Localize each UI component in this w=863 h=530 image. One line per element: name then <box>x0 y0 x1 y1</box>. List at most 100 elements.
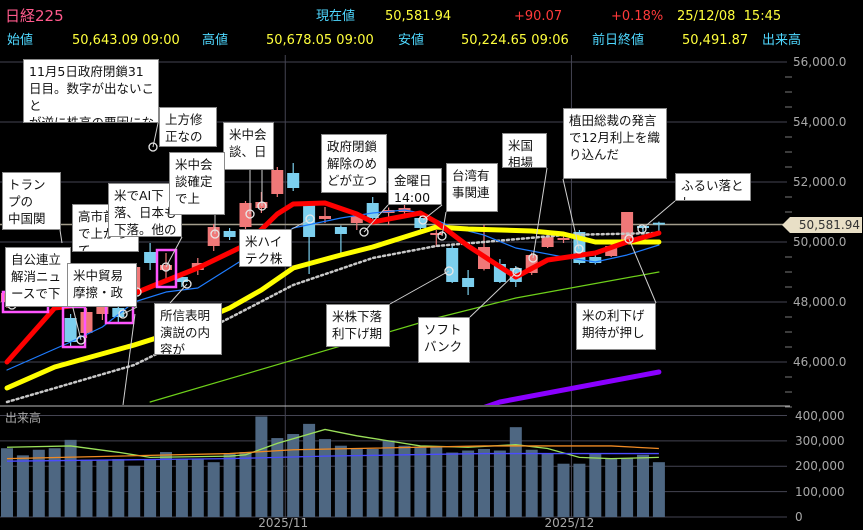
candle-down <box>366 203 379 218</box>
volume-bar <box>175 459 188 517</box>
date-tick-label: 2025/11 <box>258 516 309 530</box>
volume-bar <box>637 454 649 517</box>
candle-up <box>80 311 93 333</box>
leader-line <box>532 167 548 259</box>
annotation-policy-speech[interactable]: 所信表明 演説の内 容が <box>154 303 222 355</box>
current-price-value: 50,581.94 <box>385 9 452 24</box>
volume-header-label: 出来高 <box>762 33 802 48</box>
volume-bar <box>287 434 300 517</box>
datetime: 25/12/08 15:45 <box>677 9 782 24</box>
volume-bar <box>350 448 363 517</box>
volume-bar <box>48 448 61 517</box>
volume-bar <box>462 450 475 517</box>
volume-bar <box>239 452 252 517</box>
highlight-box <box>155 248 178 289</box>
volume-bar <box>366 448 379 517</box>
annotation-marker-icon <box>624 234 634 244</box>
ma-line-purple <box>483 369 662 405</box>
price-tick-label: 50,000.0 <box>793 235 847 249</box>
volume-bar <box>1 448 13 517</box>
candle-up <box>255 202 268 209</box>
candle-up <box>605 245 618 257</box>
annotation-marker-icon <box>574 244 584 254</box>
volume-tick-label: 300,000 <box>795 433 845 448</box>
candle-down <box>175 277 188 282</box>
volume-bar <box>16 455 29 517</box>
annotation-shakeout[interactable]: ふるい落とし <box>675 173 751 201</box>
leader-line <box>122 306 138 315</box>
volume-bar <box>334 445 347 517</box>
annotation-marker-icon <box>118 309 128 319</box>
price-change-percent: +0.18% <box>611 9 664 24</box>
annotation-us-china-talks[interactable]: 米中会 談、日 <box>223 122 274 170</box>
volume-bar <box>255 416 268 517</box>
ma-line-yellow <box>4 224 662 391</box>
leader-line <box>363 204 389 233</box>
annotation-us-stocks-drop[interactable]: 米株下落 利下げ期 <box>326 304 390 347</box>
annotation-taiwan[interactable]: 台湾有 事関連 <box>446 163 498 212</box>
volume-tick-label: 400,000 <box>795 408 845 423</box>
candle-up <box>541 236 554 248</box>
volume-bar <box>446 452 459 517</box>
volume-tick-label: 0 <box>795 510 803 524</box>
high-value: 50,678.05 09:00 <box>266 33 374 48</box>
candle-down <box>223 230 236 237</box>
leader-line <box>59 229 63 244</box>
annotation-friday-1400[interactable]: 金曜日 14:00 <box>388 168 442 205</box>
annotation-us-rate-cut[interactable]: 米の利下げ 期待が押し <box>576 303 656 350</box>
volume-ma-orange <box>6 445 659 460</box>
candle-up <box>207 227 220 246</box>
candle-down <box>637 226 649 228</box>
volume-ma-blue <box>6 452 659 462</box>
volume-bar <box>191 459 204 517</box>
volume-bar <box>96 459 109 517</box>
volume-bar <box>223 453 236 517</box>
candle-down <box>462 278 475 287</box>
candle-up <box>430 233 443 236</box>
annotation-marker-icon <box>76 335 86 345</box>
open-label: 始値 <box>7 33 34 48</box>
open-value: 50,643.09 09:00 <box>72 33 180 48</box>
leader-line <box>122 313 136 405</box>
candle-up <box>160 265 172 270</box>
volume-bar <box>80 459 93 517</box>
leader-line <box>562 178 580 250</box>
annotation-marker-icon <box>182 279 192 289</box>
volume-moving-averages <box>6 428 659 462</box>
candle-down <box>589 257 602 263</box>
volume-bar <box>652 462 665 517</box>
annotation-marker-icon <box>305 214 315 224</box>
volume-bar <box>541 453 554 517</box>
volume-tick-label: 100,000 <box>795 484 845 499</box>
annotation-trump-tariffs[interactable]: トランプの 中国関税 100%の <box>2 172 61 230</box>
low-value: 50,224.65 09:06 <box>461 33 569 48</box>
candle-down <box>112 308 125 317</box>
annotation-us-china-talks-confirmed[interactable]: 米中会 談確定 で上 <box>169 152 225 215</box>
ma-line-green <box>149 271 660 403</box>
annotation-coalition-breakup[interactable]: 自公連立 解消ニュ ースで下 <box>5 247 71 307</box>
volume-bar <box>605 458 618 517</box>
price-change: +90.07 <box>514 9 563 24</box>
annotation-upward-revision[interactable]: 上方修 正なので <box>159 107 217 147</box>
leader-line <box>628 238 657 304</box>
annotation-marker-icon <box>437 231 447 241</box>
current-price-label: 現在値 <box>316 9 356 24</box>
candle-up <box>557 238 570 240</box>
annotation-shutdown-end[interactable]: 政府閉鎖 解除のめ どが立つ <box>321 134 387 193</box>
volume-bar <box>64 439 77 517</box>
volume-panel-label: 出来高 <box>5 411 42 425</box>
candle-up <box>271 170 284 194</box>
annotation-softbank[interactable]: ソフト バンク <box>418 317 470 363</box>
volume-bar <box>493 450 506 517</box>
annotation-marker-icon <box>245 209 255 219</box>
volume-bar <box>525 449 538 517</box>
annotation-us-market[interactable]: 米国 相場 <box>502 133 547 168</box>
annotation-us-china-trade[interactable]: 米中貿易 摩擦・政 <box>67 263 137 307</box>
current-price-tag: 50,581.94 <box>782 217 862 233</box>
annotation-government-shutdown[interactable]: 11月5日政府閉鎖31 日目。数字が出ないこと が逆に株高の要因にな <box>23 59 159 123</box>
annotation-us-tech[interactable]: 米ハイ テク株 <box>239 229 292 267</box>
volume-ma-green <box>6 428 659 460</box>
annotation-marker-icon <box>444 266 454 276</box>
annotation-ueda[interactable]: 植田総裁の発言 で12月利上を織 り込んだ <box>563 108 667 179</box>
candle-down <box>652 222 665 225</box>
